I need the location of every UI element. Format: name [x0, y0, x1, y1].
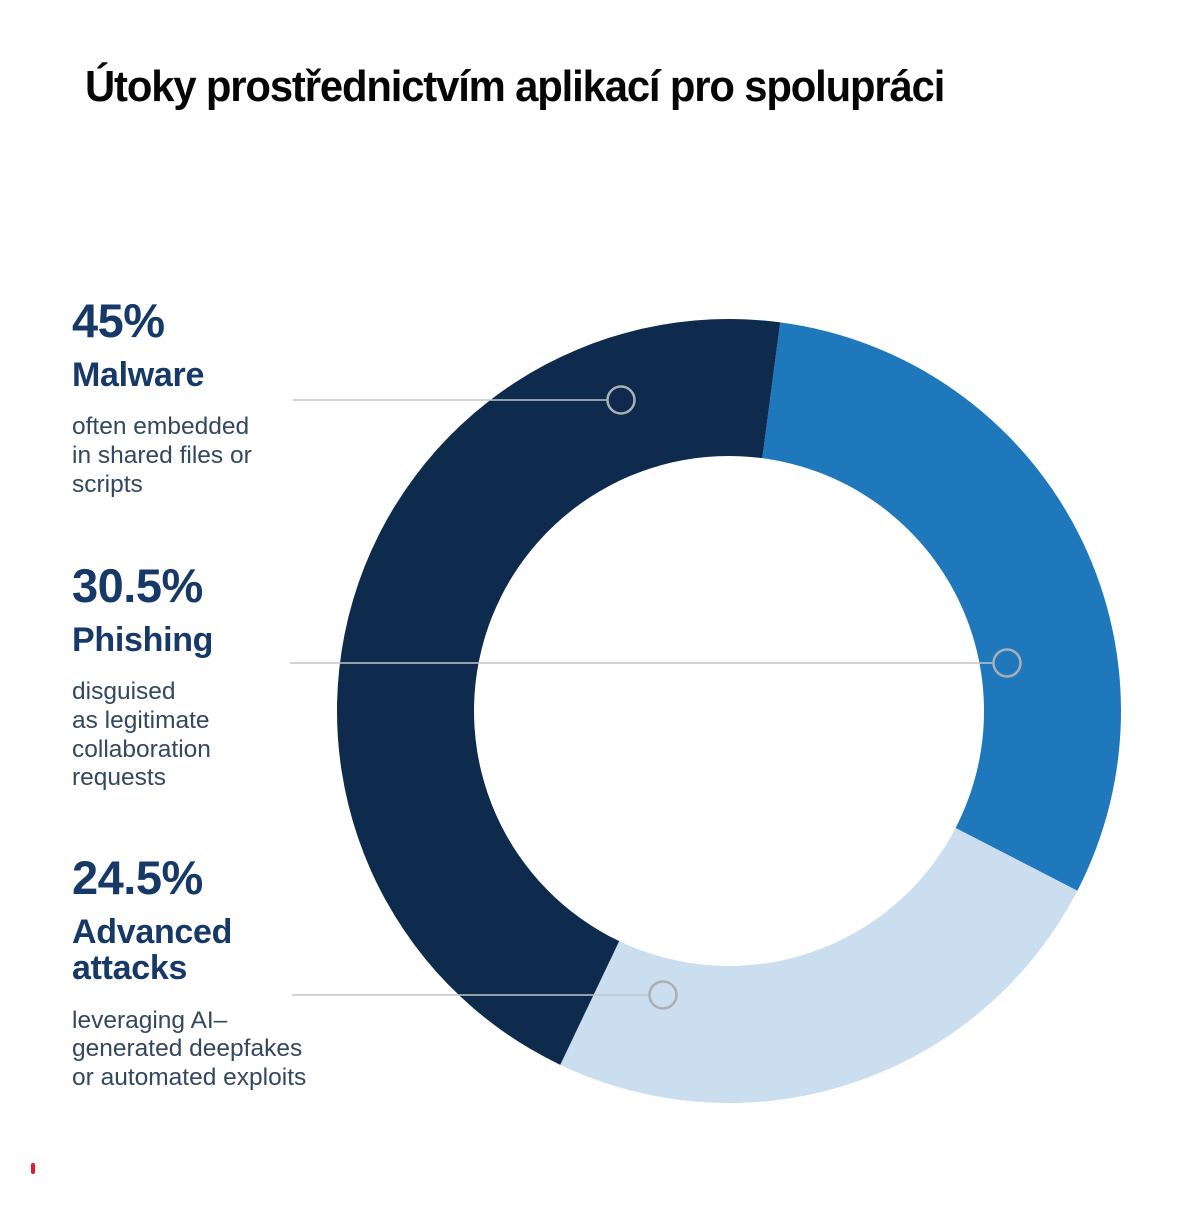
segment-description-phishing: disguised as legitimate collaboration re…	[72, 678, 211, 792]
callout-malware: 45% Malware often embedded in shared fil…	[72, 297, 332, 499]
ring-marker-advanced-attacks	[648, 980, 678, 1010]
callout-advanced-attacks: 24.5% Advanced attacks leveraging AI– ge…	[72, 854, 332, 1093]
segment-description-malware: often embedded in shared files or script…	[72, 413, 252, 498]
page-title: Útoky prostřednictvím aplikací pro spolu…	[85, 62, 945, 111]
segment-label-advanced: Advanced attacks	[72, 913, 233, 988]
percent-label-advanced: 24.5%	[72, 851, 203, 904]
ring-marker-phishing	[992, 648, 1022, 678]
callout-phishing: 30.5% Phishing disguised as legitimate c…	[72, 562, 332, 793]
donut-segment-advanced-attacks	[560, 827, 1078, 1104]
percent-label-malware: 45%	[72, 294, 165, 347]
donut-segment-phishing	[762, 322, 1121, 891]
segment-label-malware: Malware	[72, 356, 205, 394]
segment-description-advanced: leveraging AI– generated deepfakes or au…	[72, 1006, 307, 1092]
red-artifact-mark	[31, 1163, 35, 1174]
percent-label-phishing: 30.5%	[72, 559, 203, 612]
donut-segment-malware	[336, 318, 781, 1065]
ring-marker-malware	[606, 385, 636, 415]
segment-label-phishing: Phishing	[72, 621, 214, 659]
